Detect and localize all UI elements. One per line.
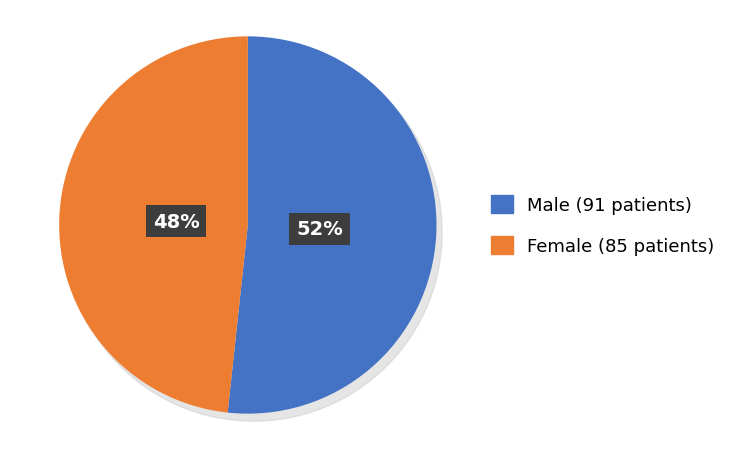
Legend: Male (91 patients), Female (85 patients): Male (91 patients), Female (85 patients) — [482, 186, 723, 265]
Text: 52%: 52% — [296, 220, 342, 239]
Wedge shape — [228, 37, 436, 414]
Ellipse shape — [65, 45, 442, 421]
Wedge shape — [59, 37, 248, 413]
Text: 48%: 48% — [153, 212, 200, 231]
